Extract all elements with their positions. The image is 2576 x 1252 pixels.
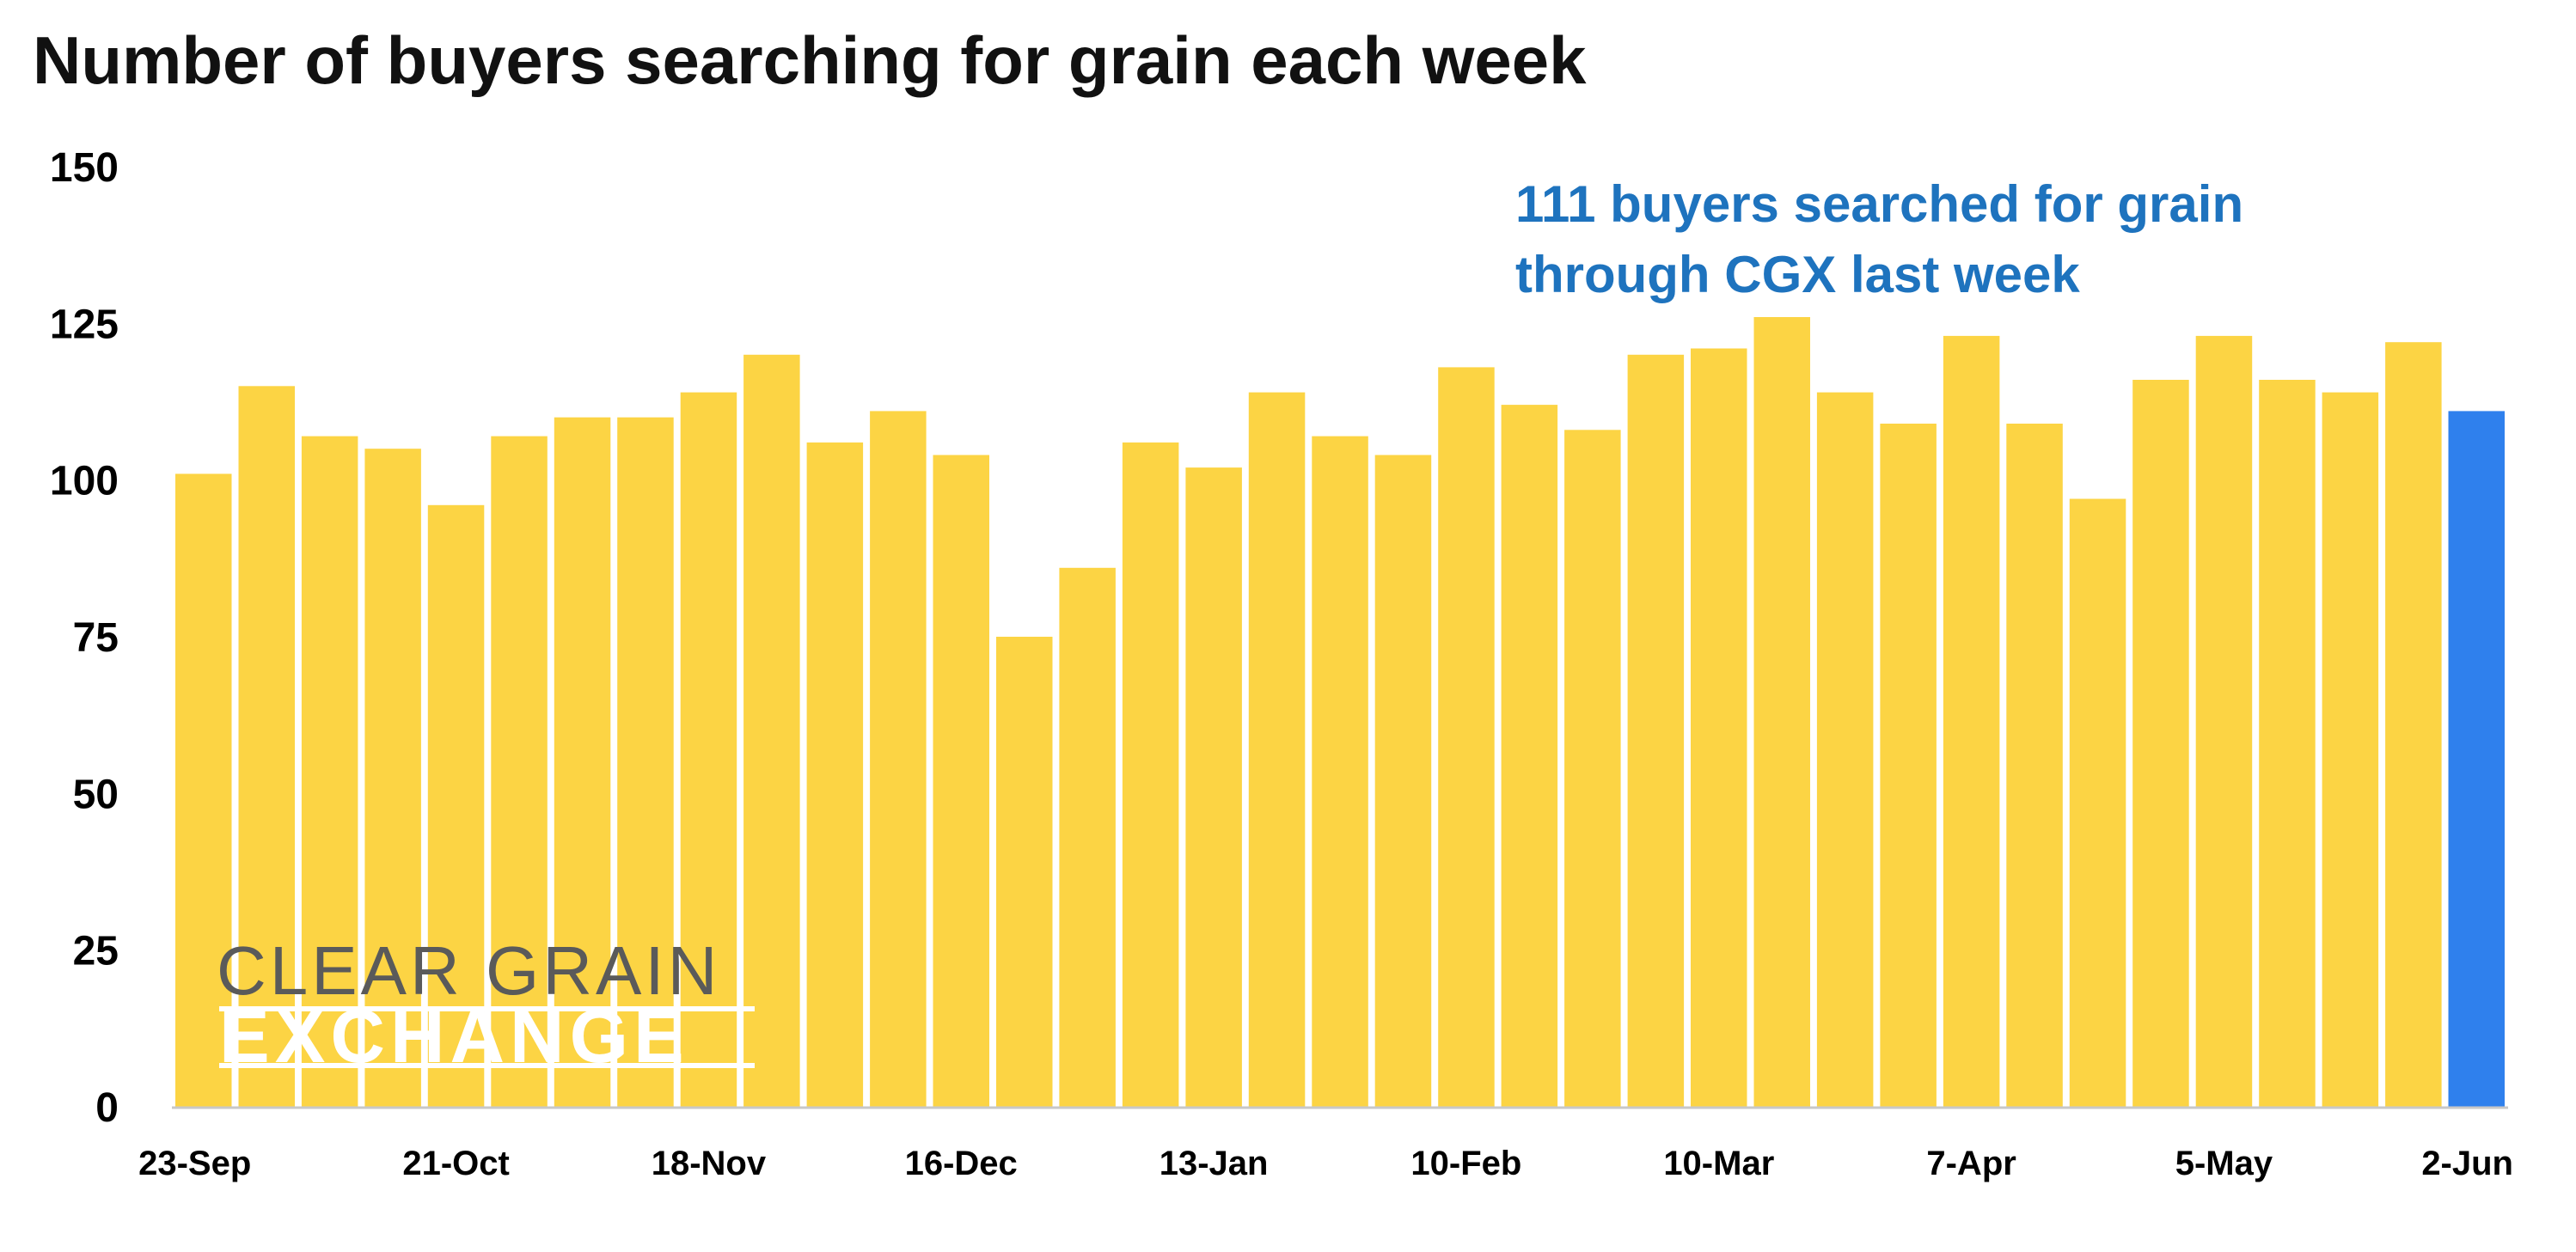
y-tick-150: 150 bbox=[50, 145, 119, 191]
bar-24-Feb bbox=[1564, 430, 1621, 1107]
bar-2-Jun bbox=[2448, 411, 2505, 1107]
bar-28-Oct bbox=[491, 436, 548, 1108]
bar-17-Feb bbox=[1501, 405, 1558, 1108]
bar-2-Dec bbox=[806, 442, 864, 1107]
bar-31-Mar bbox=[1880, 424, 1937, 1107]
bar-14-Apr bbox=[2006, 424, 2063, 1107]
x-tick-21-Oct: 21-Oct bbox=[402, 1145, 510, 1182]
annotation: 111 buyers searched for grain through CG… bbox=[1515, 175, 2243, 303]
x-tick-10-Mar: 10-Mar bbox=[1663, 1145, 1774, 1182]
bar-23-Sep bbox=[175, 473, 232, 1107]
bar-3-Mar bbox=[1627, 354, 1685, 1107]
y-tick-labels: 0 25 50 75 100 125 150 bbox=[50, 145, 119, 1131]
bars-group bbox=[175, 317, 2505, 1108]
bar-18-Nov bbox=[680, 392, 737, 1108]
bar-7-Oct bbox=[301, 436, 358, 1108]
bar-10-Feb bbox=[1438, 367, 1495, 1107]
bar-24-Mar bbox=[1816, 392, 1874, 1108]
y-tick-25: 25 bbox=[73, 929, 119, 974]
x-tick-13-Jan: 13-Jan bbox=[1160, 1145, 1269, 1182]
y-tick-50: 50 bbox=[73, 772, 119, 817]
bar-13-Jan bbox=[1185, 467, 1242, 1107]
chart-title: Number of buyers searching for grain eac… bbox=[33, 22, 1587, 98]
bar-7-Apr bbox=[1943, 335, 2000, 1107]
bar-25-Nov bbox=[743, 354, 800, 1107]
y-tick-100: 100 bbox=[50, 459, 119, 504]
bar-28-Apr bbox=[2132, 380, 2189, 1107]
y-tick-125: 125 bbox=[50, 302, 119, 347]
bar-23-Dec bbox=[996, 637, 1053, 1107]
bar-4-Nov bbox=[554, 417, 611, 1107]
x-tick-labels: 23-Sep 21-Oct 18-Nov 16-Dec 13-Jan 10-Feb 10-M… bbox=[138, 1145, 2513, 1182]
bar-10-Mar bbox=[1691, 348, 1747, 1107]
bar-30-Sep bbox=[238, 386, 295, 1107]
bar-20-Jan bbox=[1248, 392, 1306, 1108]
y-tick-75: 75 bbox=[73, 615, 119, 661]
annotation-line-1: 111 buyers searched for grain bbox=[1515, 175, 2243, 233]
bar-14-Oct bbox=[364, 449, 421, 1107]
bar-16-Dec bbox=[933, 455, 989, 1107]
y-tick-0: 0 bbox=[95, 1085, 119, 1131]
clear-grain-exchange-logo: CLEAR GRAIN EXCHANGE bbox=[217, 932, 755, 1078]
bar-17-Mar bbox=[1753, 317, 1810, 1107]
bar-9-Dec bbox=[870, 411, 927, 1107]
bar-27-Jan bbox=[1312, 436, 1368, 1108]
x-tick-16-Dec: 16-Dec bbox=[905, 1145, 1018, 1182]
x-tick-23-Sep: 23-Sep bbox=[138, 1145, 251, 1182]
bar-19-May bbox=[2322, 392, 2379, 1108]
x-tick-5-May: 5-May bbox=[2175, 1145, 2273, 1182]
bar-5-May bbox=[2195, 335, 2253, 1107]
x-tick-18-Nov: 18-Nov bbox=[652, 1145, 767, 1182]
bar-26-May bbox=[2385, 342, 2442, 1107]
bar-21-Apr bbox=[2069, 498, 2126, 1107]
annotation-line-2: through CGX last week bbox=[1515, 246, 2080, 303]
bar-30-Dec bbox=[1059, 567, 1116, 1107]
x-tick-2-Jun: 2-Jun bbox=[2421, 1145, 2513, 1182]
x-tick-10-Feb: 10-Feb bbox=[1410, 1145, 1521, 1182]
bar-12-May bbox=[2259, 380, 2316, 1107]
x-tick-7-Apr: 7-Apr bbox=[1926, 1145, 2016, 1182]
bar-6-Jan bbox=[1122, 442, 1179, 1107]
logo-line-1: CLEAR GRAIN bbox=[217, 932, 720, 1009]
bar-3-Feb bbox=[1374, 455, 1432, 1107]
bar-11-Nov bbox=[617, 417, 674, 1107]
logo-line-2: EXCHANGE bbox=[219, 993, 689, 1078]
